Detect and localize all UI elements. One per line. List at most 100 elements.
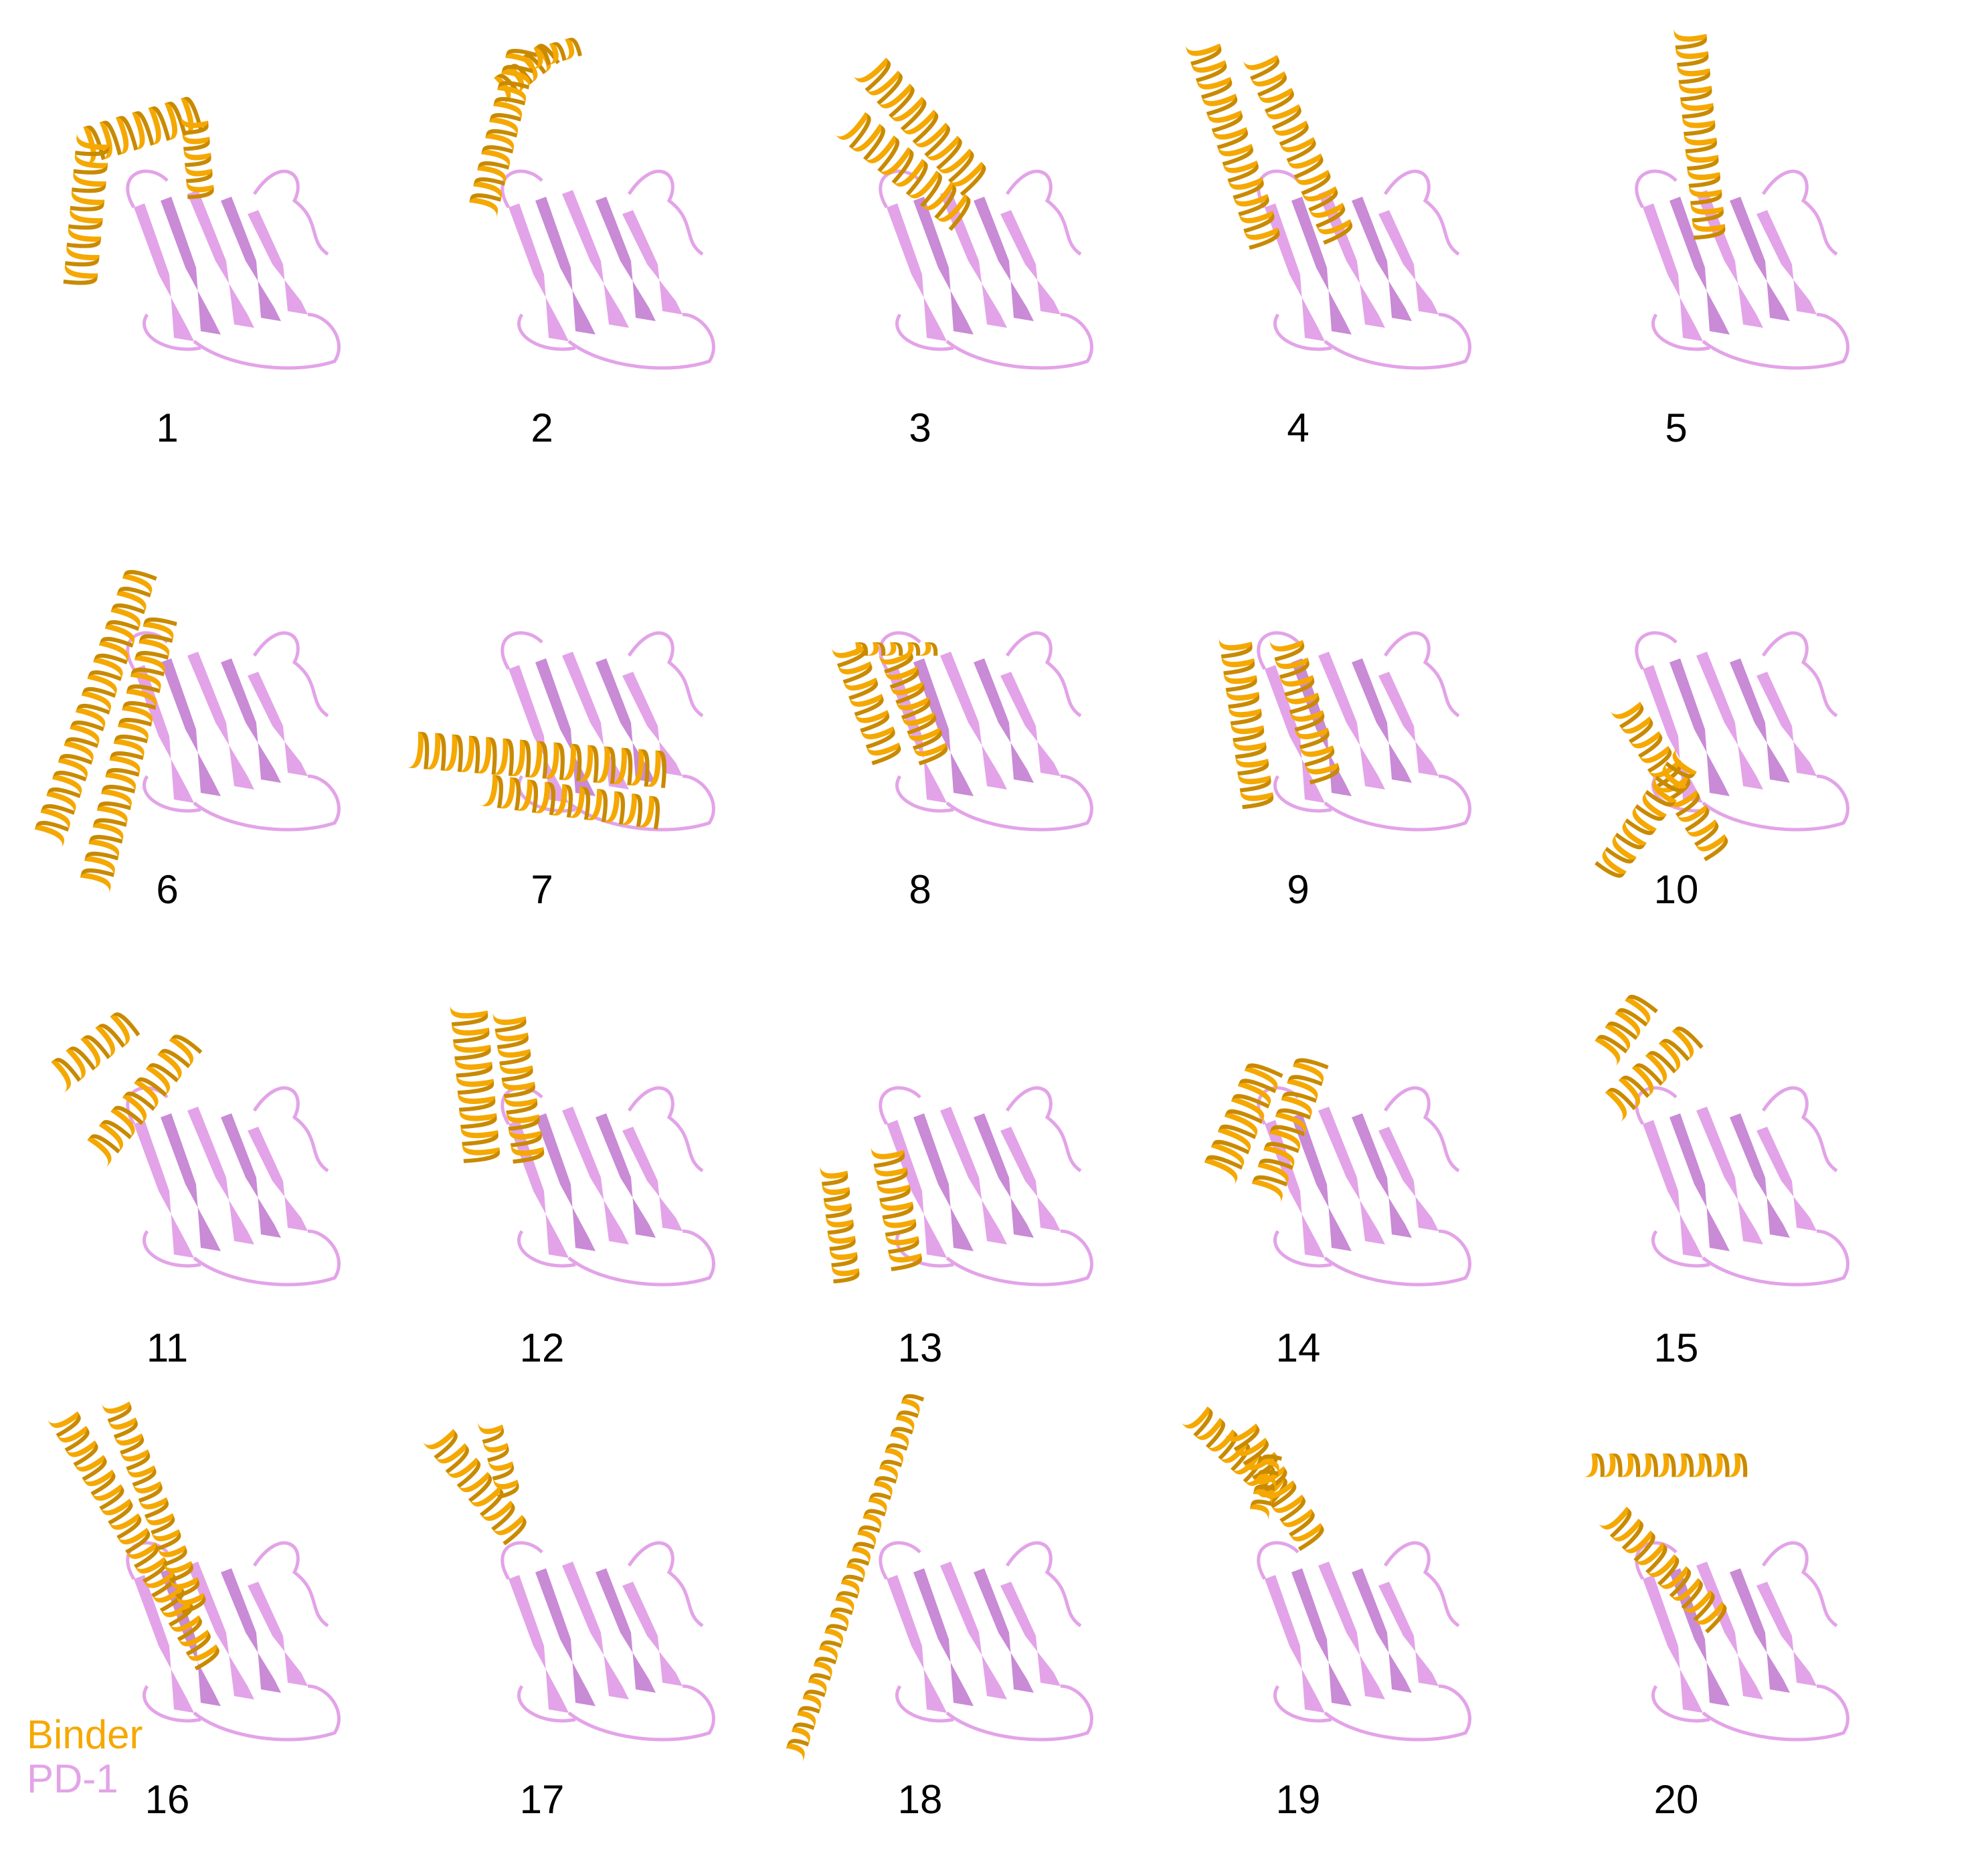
binder-helix-turn: [90, 1469, 116, 1496]
binder-helix-turn: [1256, 1473, 1276, 1491]
binder-helix-turn: [876, 1181, 911, 1194]
binder-helix-turn: [825, 1214, 854, 1228]
pd1-beta-strand: [1669, 1113, 1730, 1251]
binder-helix-turn: [159, 1586, 185, 1612]
binder-helix-turn: [424, 733, 441, 770]
pd1-loop: [1761, 169, 1838, 256]
binder-helix-turn: [70, 205, 103, 224]
binder-helix-turn: [40, 804, 76, 815]
binder-helix-turn: [565, 37, 582, 57]
pd1-beta-strand: [940, 1107, 1007, 1244]
binder-structure: [1180, 1406, 1324, 1552]
binder-helix-turn: [99, 120, 112, 161]
binder-helix-turn: [163, 1545, 187, 1567]
binder-helix-turn: [1211, 126, 1248, 140]
binder-helix-turn: [81, 686, 116, 698]
pd1-beta-strand: [622, 1127, 683, 1231]
binder-helix-turn: [1615, 1010, 1641, 1040]
pd1-structure: [1257, 1541, 1471, 1742]
binder-helix-turn: [104, 624, 135, 648]
binder-helix-turn: [1289, 1509, 1315, 1537]
binder-helix-turn: [96, 805, 128, 827]
pd1-beta-strand: [134, 665, 194, 803]
pd1-beta-strand: [221, 197, 281, 321]
binder-helix-turn: [110, 1107, 135, 1139]
binder-helix-turn: [1631, 1064, 1654, 1099]
binder-helix-turn: [655, 750, 666, 788]
binder-helix-turn: [1671, 1028, 1694, 1062]
binder-helix-turn: [1647, 760, 1681, 778]
binder-helix-turn: [486, 737, 497, 775]
binder-helix-turn: [925, 642, 938, 656]
binder-helix-turn: [846, 1558, 870, 1568]
binder-helix-turn: [1685, 804, 1710, 832]
pd1-beta-strand: [1756, 210, 1817, 314]
structure-render: [1218, 631, 1471, 832]
binder-helix-turn: [891, 1253, 922, 1271]
panel-number: 4: [1287, 405, 1309, 450]
binder-helix-turn: [936, 135, 962, 171]
pd1-beta-strand: [161, 197, 221, 335]
binder-helix-turn: [434, 1443, 468, 1464]
binder-helix-turn: [890, 642, 903, 656]
binder-helix-turn: [462, 1130, 499, 1146]
pd1-beta-strand: [1696, 652, 1763, 790]
binder-helix-turn: [126, 688, 157, 710]
binder-helix-turn: [823, 1187, 850, 1202]
binder-helix-turn: [1677, 62, 1710, 77]
binder-helix-turn: [175, 1577, 200, 1598]
binder-helix-turn: [1228, 692, 1260, 709]
binder-helix-turn: [134, 650, 169, 660]
pd1-loop: [1702, 312, 1849, 370]
binder-helix-turn: [126, 684, 161, 694]
binder-helix-turn: [1287, 1075, 1323, 1087]
pd1-beta-strand: [974, 1113, 1034, 1238]
binder-helix-turn: [479, 1500, 515, 1521]
binder-helix-turn: [918, 743, 948, 766]
pd1-beta-strand: [974, 658, 1034, 783]
structure-panel: 10: [1489, 475, 1864, 937]
binder-helix-turn: [846, 642, 862, 656]
binder-helix-turn: [1238, 193, 1269, 217]
binder-helix-turn: [1645, 1052, 1667, 1086]
binder-helix-turn: [87, 1135, 112, 1168]
binder-helix-turn: [185, 1629, 211, 1656]
binder-helix-turn: [499, 1061, 533, 1075]
structure-render: [834, 58, 1093, 370]
binder-helix-turn: [139, 634, 173, 644]
binder-helix-turn: [1685, 819, 1718, 837]
pd1-beta-strand: [1000, 1582, 1061, 1686]
binder-helix-turn: [947, 149, 974, 183]
structure-panel: 1: [0, 13, 355, 475]
binder-helix-turn: [920, 171, 942, 208]
pd1-structure: [1635, 169, 1849, 370]
binder-helix-turn: [1605, 846, 1637, 864]
binder-helix-turn: [1619, 716, 1653, 734]
binder-helix-turn: [144, 1497, 169, 1519]
binder-helix-turn: [450, 1005, 488, 1019]
legend: Binder PD-1: [27, 1713, 143, 1801]
binder-helix-turn: [1218, 1429, 1238, 1461]
binder-helix-turn: [134, 1542, 159, 1569]
binder-helix-turn: [1269, 640, 1305, 652]
pd1-beta-strand: [562, 652, 629, 790]
binder-helix-turn: [846, 1562, 865, 1582]
pd1-loop: [517, 1685, 576, 1723]
pd1-loop: [1651, 1230, 1710, 1268]
binder-helix-turn: [597, 788, 608, 823]
binder-helix-turn: [1600, 1453, 1616, 1477]
binder-helix-turn: [144, 1513, 175, 1525]
binder-helix-turn: [537, 741, 548, 779]
binder-helix-turn: [802, 1689, 826, 1699]
binder-helix-turn: [491, 738, 509, 775]
binder-helix-turn: [492, 1461, 515, 1481]
structure-render: [1583, 1453, 1849, 1742]
binder-helix-turn: [1676, 804, 1709, 822]
pd1-loop: [567, 774, 715, 832]
binder-helix-turn: [884, 666, 919, 680]
binder-helix-turn: [477, 1421, 504, 1434]
binder-helix-turn: [1669, 1578, 1702, 1601]
binder-helix-turn: [80, 1036, 100, 1071]
binder-helix-turn: [834, 112, 870, 140]
binder-helix-turn: [1688, 172, 1720, 188]
